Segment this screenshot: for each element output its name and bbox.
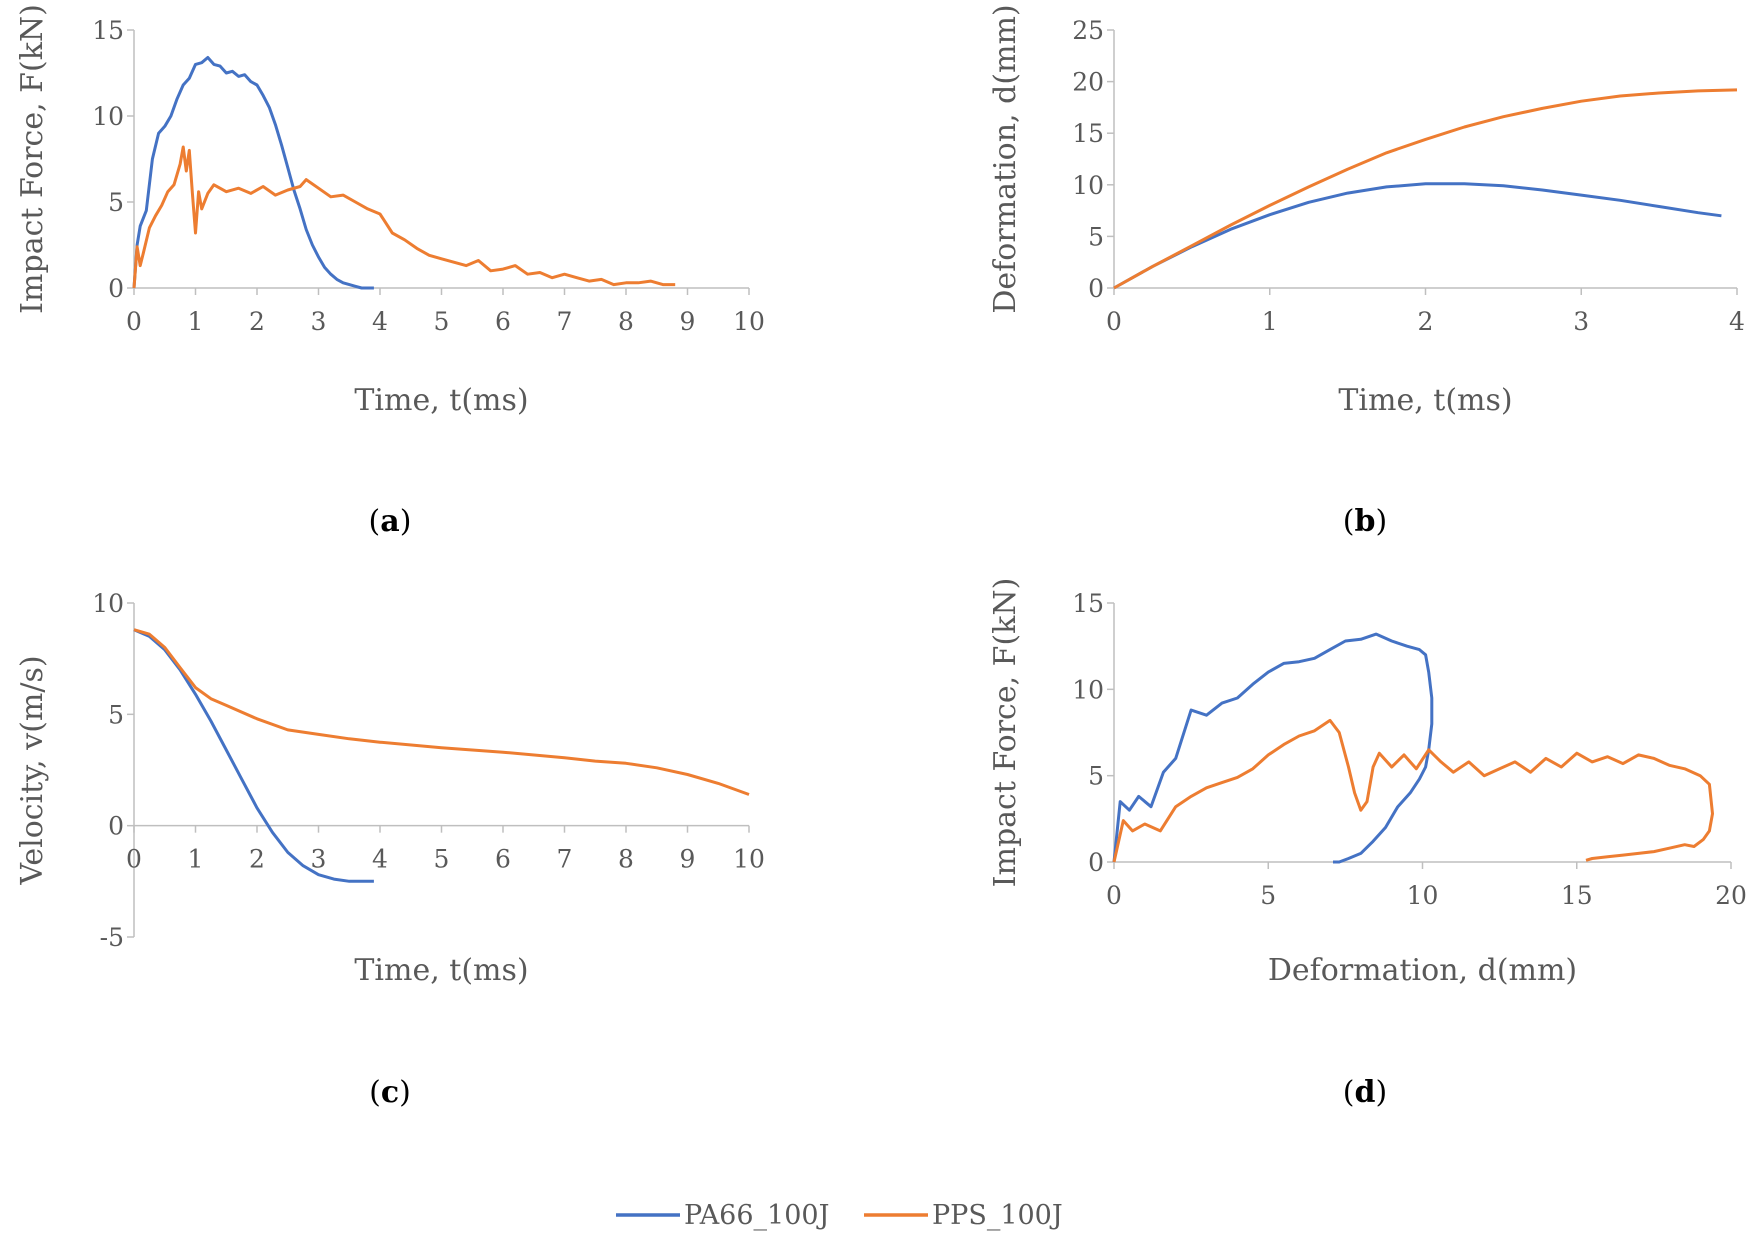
x-tick-label-b-2: 2	[1418, 307, 1434, 336]
panel-caption-d: (d)	[1343, 1075, 1387, 1110]
y-tick-label-b-3: 15	[1072, 119, 1104, 148]
x-tick-label-b-3: 3	[1573, 307, 1589, 336]
y-axis-label-a: Impact Force, F(kN)	[15, 4, 50, 314]
x-tick-label-b-4: 4	[1729, 307, 1745, 336]
y-tick-label-d-1: 5	[1088, 762, 1104, 791]
x-tick-label-d-0: 0	[1106, 881, 1122, 910]
y-axis-label-c: Velocity, v(m/s)	[15, 655, 50, 885]
x-tick-label-c-4: 4	[372, 845, 388, 874]
legend: PA66_100J PPS_100J	[616, 1200, 1063, 1231]
x-tick-label-b-1: 1	[1262, 307, 1278, 336]
y-tick-label-a-0: 0	[108, 274, 124, 303]
x-tick-label-a-4: 4	[372, 307, 388, 336]
x-tick-label-d-2: 10	[1407, 881, 1439, 910]
panel-caption-c: (c)	[369, 1075, 411, 1110]
series-line-a-pps_100j	[132, 145, 676, 289]
x-axis-label-a: Time, t(ms)	[354, 383, 528, 418]
x-tick-label-a-0: 0	[126, 307, 142, 336]
y-tick-label-b-4: 20	[1072, 68, 1104, 97]
x-tick-label-c-5: 5	[434, 845, 450, 874]
x-tick-label-a-7: 7	[557, 307, 573, 336]
x-tick-label-a-10: 10	[733, 307, 765, 336]
x-tick-label-a-3: 3	[311, 307, 327, 336]
x-axis-label-c: Time, t(ms)	[354, 953, 528, 988]
x-tick-label-a-1: 1	[188, 307, 204, 336]
chart-panel-d: 0 5 10 15 0 5 10 15 20 Deformation, d(mm) Impact F…	[988, 578, 1747, 988]
y-tick-label-c-0: -5	[100, 923, 124, 952]
y-tick-label-c-2: 5	[108, 700, 124, 729]
y-tick-label-b-2: 10	[1072, 171, 1104, 200]
x-tick-label-d-4: 20	[1715, 881, 1747, 910]
x-tick-label-a-2: 2	[249, 307, 265, 336]
x-tick-label-c-7: 7	[557, 845, 573, 874]
y-tick-label-a-2: 10	[92, 102, 124, 131]
y-tick-label-c-1: 0	[108, 812, 124, 841]
x-tick-label-a-8: 8	[618, 307, 634, 336]
x-tick-label-c-10: 10	[733, 845, 765, 874]
series-line-d-pps_100j	[1112, 718, 1714, 863]
x-tick-label-c-9: 9	[680, 845, 696, 874]
series-line-c-pa66_100j	[133, 628, 374, 883]
x-tick-label-c-6: 6	[495, 845, 511, 874]
x-tick-label-a-6: 6	[495, 307, 511, 336]
x-tick-label-d-1: 5	[1260, 881, 1276, 910]
chart-panel-b: 0 5 10 15 20 25 0 1 2 3 4 Time, t(ms) Deformation, d…	[988, 4, 1745, 418]
x-tick-label-c-0: 0	[126, 845, 142, 874]
legend-label-pa66: PA66_100J	[684, 1200, 829, 1231]
x-tick-label-a-9: 9	[680, 307, 696, 336]
y-tick-label-c-3: 10	[92, 589, 124, 618]
y-tick-label-b-0: 0	[1088, 274, 1104, 303]
chart-panel-a: 0 5 10 15 0 1 2 3 4 5 6 7 8 9 10 Time, t(ms) Impact Forc…	[15, 4, 765, 418]
x-tick-label-b-0: 0	[1106, 307, 1122, 336]
y-tick-label-d-0: 0	[1088, 848, 1104, 877]
chart-panel-c: -5 0 5 10 0 1 2 3 4 5 6 7 8 9 10 Time, t(ms) Velocity, v…	[15, 589, 765, 988]
y-axis-label-d: Impact Force, F(kN)	[988, 578, 1023, 888]
y-tick-label-b-1: 5	[1088, 222, 1104, 251]
x-tick-label-d-3: 15	[1561, 881, 1593, 910]
series-line-a-pa66_100j	[132, 56, 374, 290]
y-tick-label-d-3: 15	[1072, 589, 1104, 618]
x-tick-label-a-5: 5	[434, 307, 450, 336]
x-tick-label-c-3: 3	[311, 845, 327, 874]
y-axis-label-b: Deformation, d(mm)	[988, 4, 1023, 313]
x-tick-label-c-8: 8	[618, 845, 634, 874]
series-line-b-pps_100j	[1113, 88, 1738, 290]
legend-label-pps: PPS_100J	[932, 1200, 1063, 1231]
x-axis-label-b: Time, t(ms)	[1338, 383, 1512, 418]
y-tick-label-b-5: 25	[1072, 16, 1104, 45]
series-line-c-pps_100j	[133, 628, 750, 796]
panel-caption-b: (b)	[1343, 504, 1387, 539]
series-line-d-pa66_100j	[1112, 632, 1434, 864]
x-axis-label-d: Deformation, d(mm)	[1268, 953, 1577, 988]
y-tick-label-a-1: 5	[108, 188, 124, 217]
y-tick-label-d-2: 10	[1072, 675, 1104, 704]
panel-caption-a: (a)	[369, 504, 412, 539]
series-line-b-pa66_100j	[1113, 182, 1722, 290]
x-tick-label-c-2: 2	[249, 845, 265, 874]
x-tick-label-c-1: 1	[188, 845, 204, 874]
y-tick-label-a-3: 15	[92, 16, 124, 45]
